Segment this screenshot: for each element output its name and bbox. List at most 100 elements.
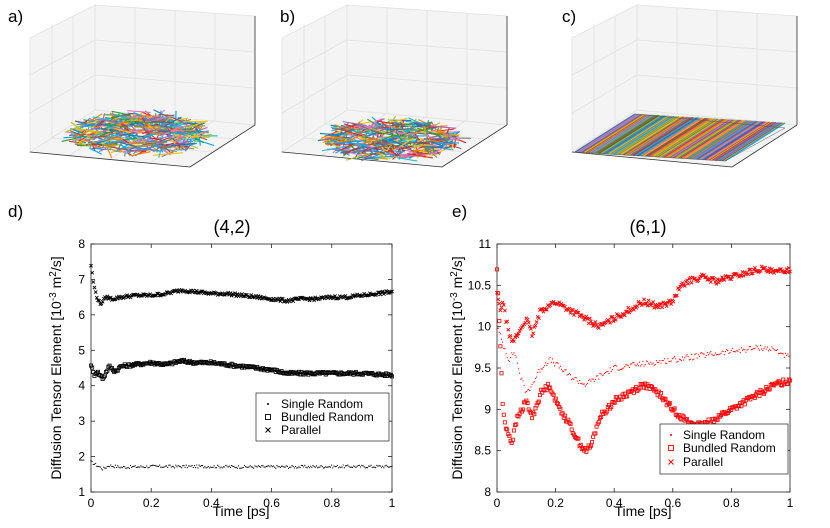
data-point [749, 346, 752, 348]
data-point [498, 308, 503, 313]
data-point [672, 406, 677, 411]
data-point [664, 362, 667, 364]
fiber [331, 135, 347, 140]
data-point [525, 317, 530, 322]
data-point [568, 421, 573, 426]
data-point [554, 401, 559, 406]
data-point [337, 467, 340, 469]
data-point [597, 375, 599, 377]
fiber [136, 147, 162, 152]
fiber [630, 116, 691, 156]
box3d-b [280, 4, 509, 168]
data-point [542, 366, 544, 369]
fiber [703, 121, 764, 161]
data-point [339, 466, 341, 468]
fiber [87, 143, 102, 149]
data-point [788, 355, 790, 357]
data-point [109, 366, 114, 371]
data-point [730, 274, 735, 279]
panel-c: c) [562, 4, 799, 168]
data-point [215, 467, 218, 469]
data-point [126, 467, 128, 469]
data-point [496, 297, 501, 302]
data-point [763, 348, 765, 350]
fiber [152, 152, 184, 156]
data-point [534, 320, 539, 325]
data-point [659, 301, 663, 306]
data-point [736, 349, 738, 352]
data-point [519, 372, 521, 374]
data-point [586, 382, 589, 384]
fiber [416, 126, 432, 133]
data-point [227, 466, 229, 468]
data-point [246, 466, 248, 468]
data-point [92, 285, 97, 290]
data-point [549, 356, 551, 358]
data-point [201, 465, 204, 467]
data-point [778, 353, 780, 355]
data-point [598, 378, 600, 380]
fiber [151, 120, 172, 124]
fiber [388, 151, 396, 157]
data-point [520, 378, 522, 380]
y-tick-label: 10 [478, 320, 492, 334]
data-point [669, 360, 671, 363]
fiber [705, 121, 767, 161]
data-point [157, 465, 160, 468]
data-point [555, 362, 557, 364]
data-point [543, 365, 546, 367]
data-point [89, 263, 93, 268]
data-point [528, 388, 530, 390]
data-point [222, 466, 225, 468]
data-point [615, 364, 617, 366]
data-point [282, 465, 284, 467]
y-tick-label: 2 [78, 450, 85, 464]
data-point [299, 466, 301, 469]
series-single-random [496, 327, 791, 393]
fiber [70, 130, 85, 137]
data-point [375, 467, 377, 469]
fiber [373, 124, 384, 130]
fiber [61, 136, 84, 143]
fiber [86, 119, 100, 125]
data-point [168, 464, 170, 466]
x-axis-label-d: Time [ps] [212, 503, 269, 519]
data-point [610, 370, 612, 373]
fiber [646, 117, 708, 157]
fiber [385, 136, 401, 140]
data-point [787, 353, 789, 355]
data-point [548, 385, 553, 390]
data-point [532, 382, 534, 384]
data-point [115, 466, 118, 469]
data-point [192, 466, 194, 469]
data-point [637, 386, 642, 391]
data-point [741, 349, 744, 351]
data-point [660, 362, 662, 364]
data-point [545, 381, 550, 386]
fiber [666, 118, 728, 159]
data-point [782, 353, 784, 355]
fiber [198, 136, 201, 146]
data-point [272, 465, 275, 467]
fiber [97, 119, 104, 126]
data-point [654, 363, 656, 366]
data-point [677, 360, 679, 362]
fiber [348, 133, 363, 141]
data-point [207, 466, 209, 468]
data-point [289, 466, 291, 468]
fiber [328, 137, 336, 142]
fiber [587, 114, 648, 154]
data-point [204, 466, 206, 468]
fiber [689, 120, 751, 160]
data-point [781, 377, 786, 382]
data-point [724, 350, 727, 353]
data-point [648, 384, 653, 389]
panel-label-e: e) [452, 202, 467, 221]
data-point [553, 396, 558, 401]
data-point [715, 277, 720, 282]
data-point [688, 359, 690, 361]
fiber [655, 118, 717, 158]
data-point [575, 377, 577, 379]
data-point [613, 318, 618, 322]
data-point [627, 365, 629, 367]
